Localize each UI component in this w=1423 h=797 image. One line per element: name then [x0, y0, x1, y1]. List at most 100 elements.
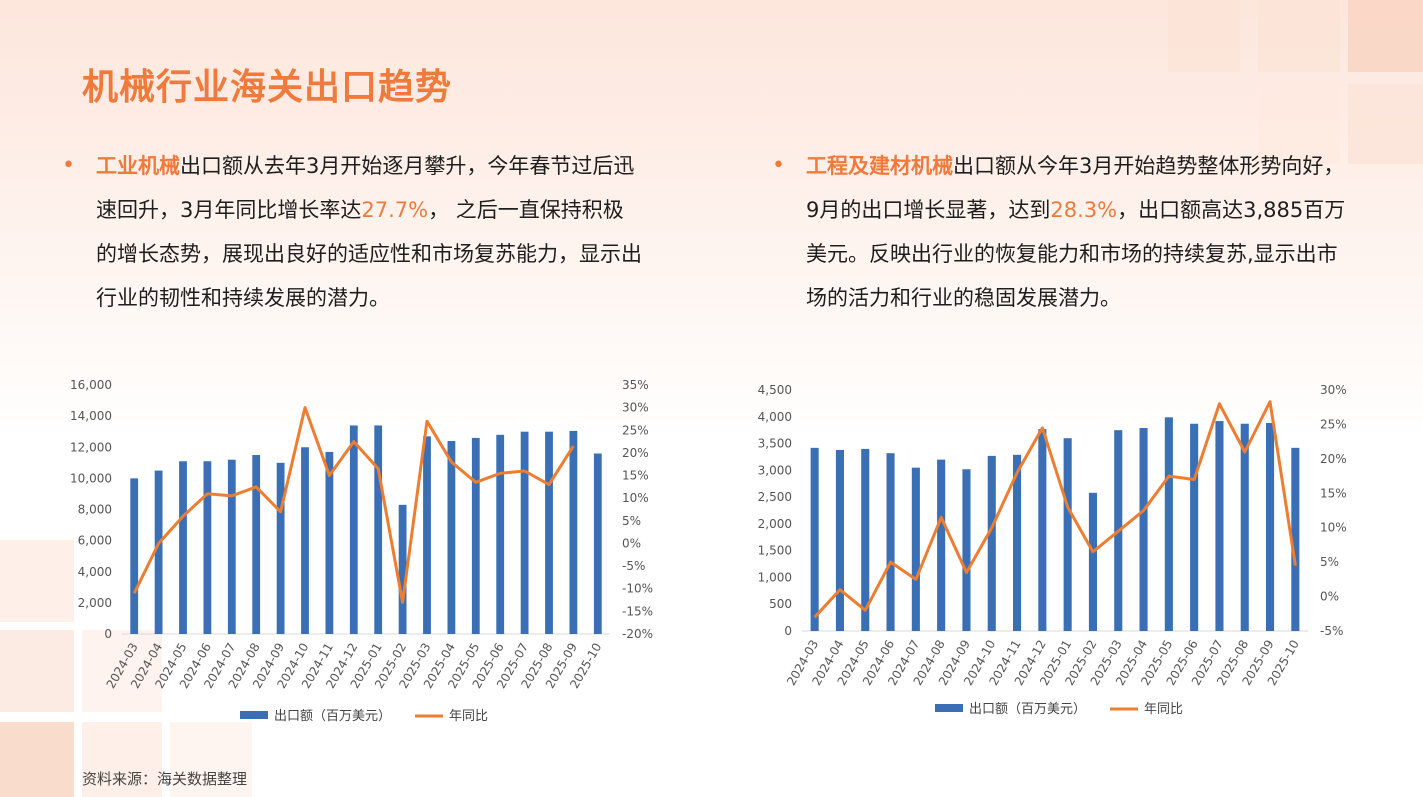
- y2-tick-label: -5%: [622, 559, 645, 573]
- decor-square: [82, 630, 162, 712]
- y-tick-label: 8,000: [78, 503, 112, 517]
- bar: [1291, 447, 1300, 631]
- bar: [252, 455, 261, 634]
- y-tick-label: 2,500: [758, 490, 792, 504]
- y2-tick-label: 30%: [1320, 383, 1347, 397]
- y2-tick-label: 15%: [622, 469, 649, 483]
- y2-tick-label: 25%: [622, 423, 649, 437]
- y2-tick-label: -20%: [622, 627, 653, 641]
- y2-tick-label: 35%: [622, 378, 649, 392]
- bar: [325, 451, 334, 634]
- y-tick-label: 4,000: [758, 410, 792, 424]
- y2-tick-label: 10%: [622, 491, 649, 505]
- y-tick-label: 0: [784, 624, 792, 638]
- bar: [471, 437, 480, 634]
- bar: [130, 478, 139, 634]
- bar: [962, 469, 971, 631]
- bar: [1190, 423, 1199, 631]
- left-bullet-text: • 工业机械出口额从去年3月开始逐月攀升，今年春节过后迅速回升，3月年同比增长率达…: [62, 144, 644, 320]
- right-bullet-text: • 工程及建材机械出口额从今年3月开始趋势整体形势向好，9月的出口增长显著，达到2…: [772, 144, 1354, 320]
- y2-tick-label: 5%: [1320, 555, 1339, 569]
- bar: [545, 431, 553, 634]
- bar: [398, 504, 407, 634]
- right-pct: 28.3%: [1050, 198, 1118, 222]
- y2-tick-label: 30%: [622, 401, 649, 415]
- legend-bar-swatch: [935, 704, 963, 712]
- bar: [886, 453, 895, 631]
- y2-tick-label: 0%: [622, 536, 641, 550]
- right-text-part2: ，出口额高达3,885百万美元。反映出行业的恢复能力和市场的持续复苏,显示出市场…: [806, 198, 1346, 310]
- left-text-part1: 出口额从去年3月开始逐月攀升，今年春节过后迅速回升，3月年同比增长率达: [96, 154, 635, 222]
- bar: [835, 449, 844, 631]
- y-tick-label: 3,500: [758, 437, 792, 451]
- bar: [1038, 429, 1047, 631]
- y2-tick-label: -15%: [622, 604, 653, 618]
- yoy-line: [813, 400, 1297, 619]
- decor-square: [1258, 84, 1340, 164]
- decor-square: [0, 630, 74, 712]
- bar: [810, 447, 819, 631]
- bar: [1013, 454, 1022, 631]
- y-tick-label: 16,000: [70, 378, 112, 392]
- bar: [447, 441, 456, 634]
- decor-square: [1348, 84, 1423, 164]
- legend-bar-swatch: [240, 711, 268, 719]
- left-highlight: 工业机械: [96, 154, 180, 178]
- bar: [911, 467, 920, 631]
- bar: [987, 455, 996, 631]
- page-title: 机械行业海关出口趋势: [82, 67, 453, 108]
- bar: [937, 459, 946, 631]
- right-highlight: 工程及建材机械: [806, 154, 953, 178]
- bar: [1240, 423, 1249, 631]
- y-tick-label: 2,000: [78, 596, 112, 610]
- bullet-dot: •: [62, 153, 75, 178]
- source-note: 资料来源：海关数据整理: [82, 770, 248, 788]
- y-tick-label: 0: [104, 627, 112, 641]
- right-chart: 0 500 1,000 1,500 2,000 2,500 3,000 3,500 4,000 4…: [758, 383, 1347, 717]
- y-tick-label: 12,000: [70, 440, 112, 454]
- legend-line-label: 年同比: [1144, 702, 1183, 717]
- bar: [179, 461, 187, 634]
- decor-square: [1258, 0, 1340, 72]
- y2-tick-label: -5%: [1320, 624, 1343, 638]
- legend-bar-label: 出口额（百万美元）: [274, 709, 391, 724]
- left-chart: 0 2,000 4,000 6,000 8,000 10,000 12,000 14,000 1…: [70, 378, 653, 724]
- bar: [569, 430, 578, 634]
- legend-bar-label: 出口额（百万美元）: [969, 702, 1086, 717]
- bar: [520, 431, 529, 634]
- y2-tick-label: -10%: [622, 582, 653, 596]
- decor-square: [0, 722, 74, 797]
- bar: [593, 453, 602, 634]
- bar: [423, 436, 431, 634]
- bar: [861, 448, 870, 631]
- decor-square: [82, 722, 162, 797]
- y-tick-label: 4,500: [758, 383, 792, 397]
- legend-line-label: 年同比: [449, 709, 488, 724]
- bar: [374, 425, 383, 634]
- y-tick-label: 3,000: [758, 463, 792, 477]
- left-pct: 27.7%: [361, 198, 429, 222]
- right-text-part1: 出口额从今年3月开始趋势整体形势向好，9月的出口增长显著，达到: [806, 154, 1345, 222]
- bar: [227, 459, 236, 634]
- bar: [1088, 492, 1097, 631]
- bar: [1063, 438, 1072, 631]
- bar: [349, 425, 358, 634]
- y-tick-label: 500: [769, 597, 792, 611]
- y-tick-label: 2,000: [758, 517, 792, 531]
- bar: [1139, 428, 1148, 631]
- bar: [276, 462, 285, 634]
- decor-square: [170, 722, 252, 797]
- decor-square: [0, 540, 74, 622]
- bar: [496, 434, 505, 634]
- bar: [1164, 417, 1173, 631]
- y2-tick-label: 10%: [1320, 521, 1347, 535]
- left-text-part2: ， 之后一直保持积极的增长态势，展现出良好的适应性和市场复苏能力，显示出行业的韧…: [96, 198, 642, 310]
- bar: [1266, 422, 1275, 631]
- y-tick-label: 1,500: [758, 544, 792, 558]
- y2-tick-label: 5%: [622, 514, 641, 528]
- decor-square: [1168, 0, 1240, 72]
- y-tick-label: 14,000: [70, 409, 112, 423]
- y2-tick-label: 25%: [1320, 417, 1347, 431]
- y-tick-label: 4,000: [78, 565, 112, 579]
- yoy-line: [132, 406, 575, 604]
